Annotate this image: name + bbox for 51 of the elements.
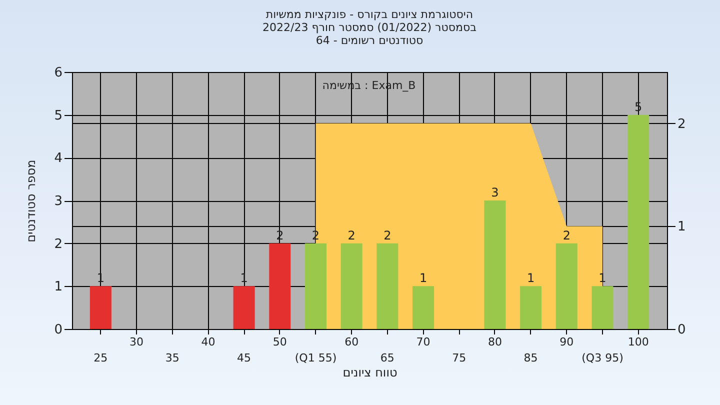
- x-tick-label: 35: [165, 352, 180, 364]
- data-label: 2: [348, 228, 356, 242]
- data-label: 1: [526, 271, 535, 286]
- x-tick-label: 25: [94, 352, 108, 364]
- x-tick-label: 60: [344, 336, 359, 348]
- x-tick-label: 80: [488, 336, 502, 348]
- data-label: 2: [384, 228, 392, 242]
- data-label: 2: [562, 228, 570, 242]
- data-label: 1: [419, 271, 428, 286]
- x-tick-label: 50: [272, 336, 287, 348]
- y2-tick-label: 0: [678, 322, 686, 338]
- y-tick-label: 2: [54, 236, 62, 252]
- data-label: 1: [598, 271, 606, 286]
- x-tick-label: 70: [416, 336, 430, 348]
- x-tick-label: (Q3 95): [582, 352, 624, 364]
- x-tick-label: 90: [560, 336, 574, 348]
- y-tick-label: 4: [54, 151, 62, 166]
- x-axis-title: טווח ציונים: [342, 366, 398, 380]
- y-tick-label: 6: [54, 66, 62, 80]
- x-tick-label: 100: [628, 336, 649, 348]
- bar: [520, 286, 542, 329]
- y-tick-label: 1: [54, 280, 62, 295]
- x-tick-label: 40: [201, 336, 216, 348]
- bar: [592, 286, 614, 329]
- bar: [90, 286, 112, 329]
- x-tick-label: (Q1 55): [294, 352, 337, 364]
- data-label: 2: [312, 228, 320, 242]
- bar: [269, 243, 291, 329]
- y-tick-label: 3: [54, 194, 62, 209]
- bar: [412, 286, 434, 329]
- y-tick-label: 0: [54, 322, 62, 338]
- bar: [304, 243, 326, 329]
- y2-tick-label: 1: [678, 220, 686, 235]
- x-tick-label: 75: [452, 352, 466, 364]
- x-tick-label: 30: [130, 336, 144, 348]
- bar: [628, 114, 650, 329]
- y2-tick-label: 2: [678, 116, 686, 132]
- bar: [233, 286, 255, 329]
- x-tick-label: 65: [380, 352, 394, 364]
- x-tick-label: 85: [524, 352, 538, 364]
- bar: [340, 243, 362, 329]
- text: סטודנטים רשומים - 64: [316, 34, 424, 47]
- text: בסמסטר (01/2022) סמסטר חורף 2022/23: [262, 21, 476, 34]
- data-label: 3: [491, 186, 499, 200]
- y-axis-title: מספר סטודנטים: [24, 160, 38, 242]
- x-tick-label: 45: [237, 352, 252, 364]
- bar: [556, 243, 578, 329]
- bar: [376, 243, 398, 329]
- bar: [484, 200, 506, 329]
- text: היסטוגרמת ציונים בקורס - פונקציות ממשיות: [266, 8, 474, 21]
- y-tick-label: 5: [54, 108, 62, 124]
